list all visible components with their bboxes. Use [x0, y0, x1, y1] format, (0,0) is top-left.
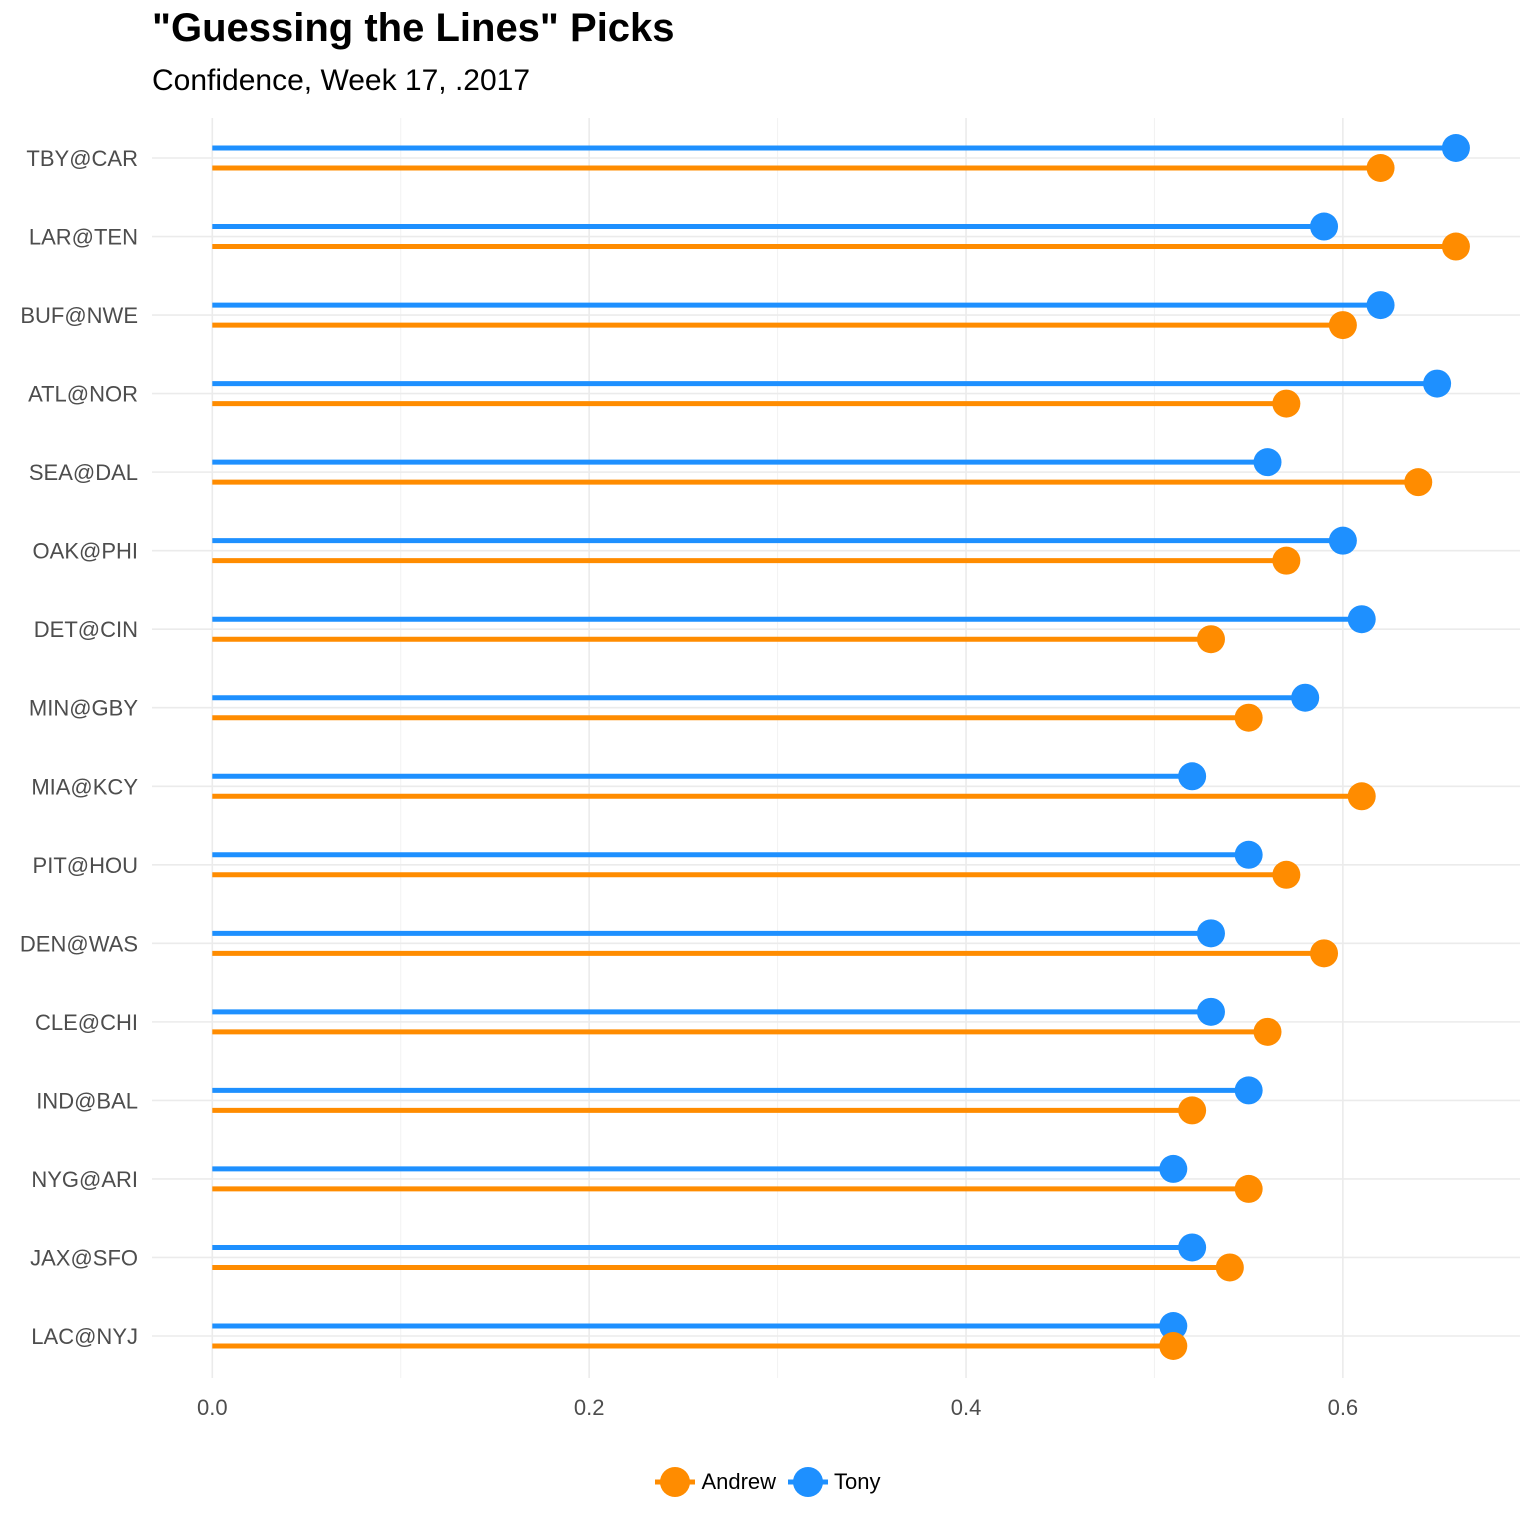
x-tick-label: 0.4 — [951, 1395, 982, 1420]
y-tick-label: MIA@KCY — [31, 774, 138, 799]
lollipop-point-tony — [1178, 762, 1207, 791]
legend: Andrew Tony — [0, 1462, 1536, 1502]
lollipop-point-andrew — [1178, 1096, 1207, 1125]
y-tick-label: LAC@NYJ — [31, 1324, 138, 1349]
x-tick-label: 0.0 — [197, 1395, 228, 1420]
lollipop-point-andrew — [1366, 154, 1395, 182]
lollipop-point-andrew — [1234, 703, 1263, 732]
lollipop-point-tony — [1196, 919, 1225, 948]
lollipop-point-tony — [1291, 683, 1320, 712]
legend-label-tony: Tony — [834, 1469, 881, 1494]
legend-key-andrew — [655, 1462, 696, 1502]
lollipop-point-tony — [1366, 291, 1395, 320]
lollipop-point-tony — [1347, 605, 1376, 634]
y-tick-label: NYG@ARI — [31, 1167, 138, 1192]
lollipop-point-tony — [1234, 1076, 1263, 1105]
legend-label-andrew: Andrew — [701, 1469, 777, 1494]
lollipop-point-andrew — [1310, 939, 1339, 968]
lollipop-point-andrew — [1253, 1017, 1282, 1046]
lollipop-point-tony — [1423, 369, 1452, 398]
legend-key-tony — [788, 1462, 829, 1502]
lollipop-point-tony — [1159, 1312, 1188, 1340]
lollipop-point-andrew — [1404, 468, 1433, 497]
lollipop-point-andrew — [1196, 625, 1225, 654]
lollipop-point-andrew — [1272, 389, 1301, 418]
lollipop-point-tony — [1328, 526, 1357, 555]
y-tick-label: TBY@CAR — [26, 146, 138, 171]
y-tick-label: LAR@TEN — [29, 225, 138, 250]
lollipop-point-andrew — [1234, 1174, 1263, 1203]
y-tick-label: JAX@SFO — [30, 1245, 138, 1270]
y-tick-label: DEN@WAS — [20, 931, 138, 956]
lollipop-point-tony — [1310, 212, 1339, 241]
lollipop-point-tony — [1441, 134, 1470, 162]
lollipop-point-tony — [1159, 1154, 1188, 1183]
lollipop-point-andrew — [1159, 1332, 1188, 1360]
x-tick-label: 0.6 — [1328, 1395, 1359, 1420]
lollipop-point-andrew — [1441, 232, 1470, 261]
y-tick-label: PIT@HOU — [33, 853, 138, 878]
y-tick-label: DET@CIN — [34, 617, 138, 642]
lollipop-point-andrew — [1272, 546, 1301, 575]
y-tick-label: OAK@PHI — [33, 539, 138, 564]
lollipop-point-andrew — [1272, 860, 1301, 889]
y-tick-label: SEA@DAL — [29, 460, 138, 485]
lollipop-point-andrew — [1215, 1253, 1244, 1282]
lollipop-point-andrew — [1347, 782, 1376, 811]
x-tick-label: 0.2 — [574, 1395, 605, 1420]
lollipop-point-tony — [1178, 1233, 1207, 1262]
chart-title: "Guessing the Lines" Picks — [152, 6, 675, 50]
y-tick-label: BUF@NWE — [20, 303, 138, 328]
lollipop-point-tony — [1196, 997, 1225, 1026]
chart-subtitle: Confidence, Week 17, .2017 — [152, 64, 531, 97]
y-tick-label: CLE@CHI — [35, 1010, 138, 1035]
lollipop-point-andrew — [1328, 311, 1357, 340]
legend-item-andrew: Andrew — [655, 1462, 776, 1502]
lollipop-point-tony — [1234, 840, 1263, 869]
legend-item-tony: Tony — [788, 1462, 881, 1502]
lollipop-point-tony — [1253, 448, 1282, 477]
y-tick-label: ATL@NOR — [28, 382, 138, 407]
y-tick-label: IND@BAL — [36, 1088, 138, 1113]
y-tick-label: MIN@GBY — [29, 696, 138, 721]
